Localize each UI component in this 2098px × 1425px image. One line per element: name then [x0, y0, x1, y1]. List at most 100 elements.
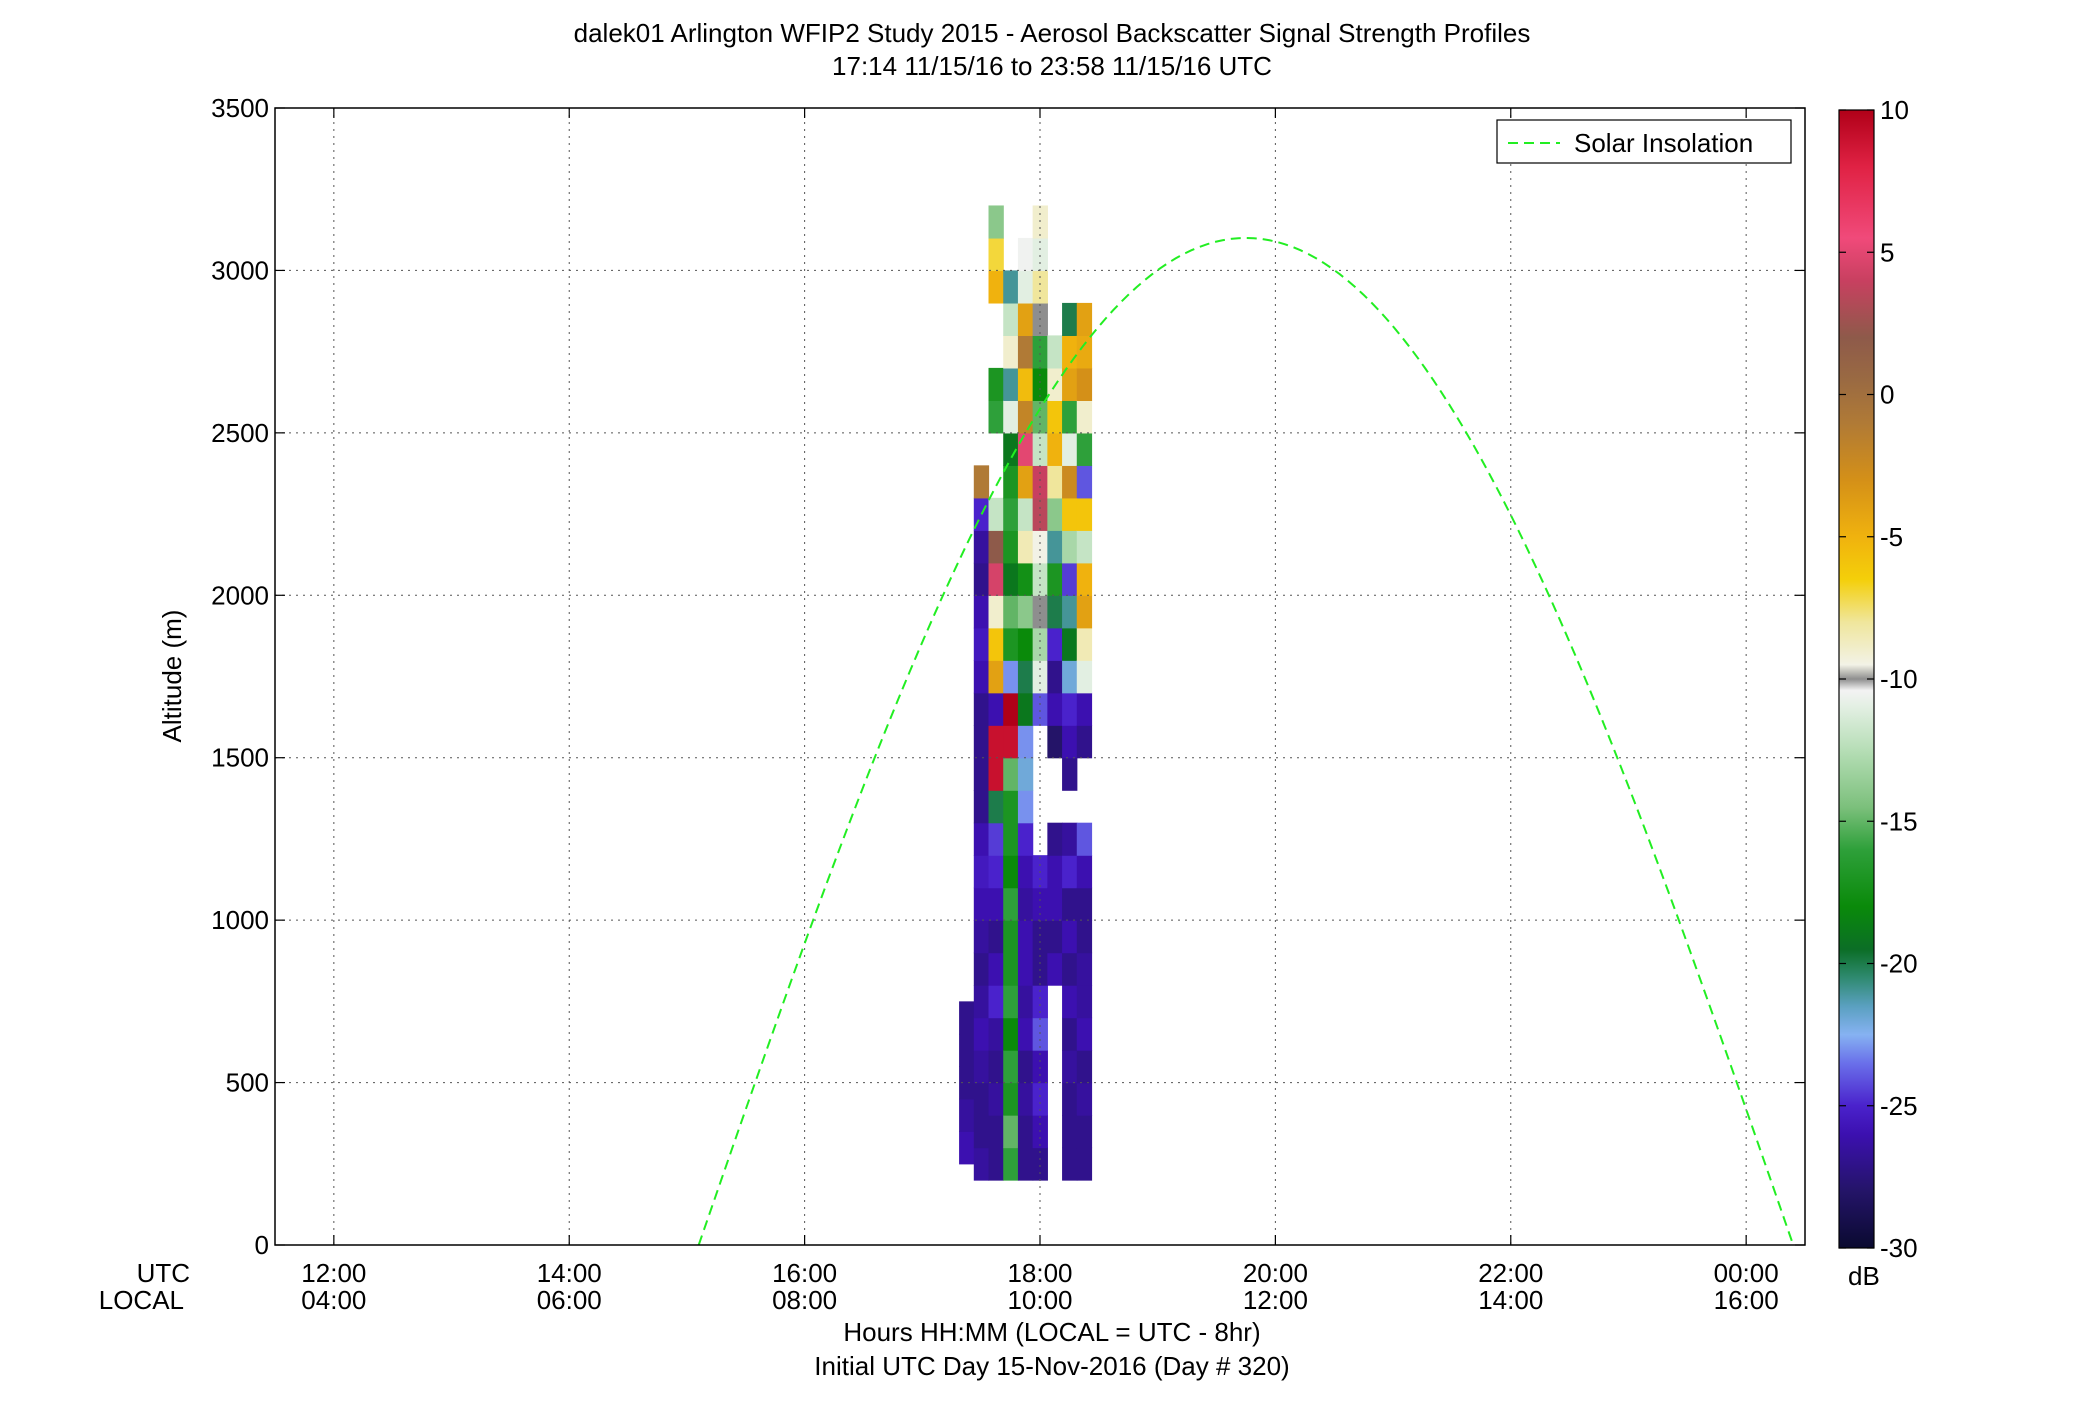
- y-axis: 0 500 1000 1500 2000 2500 3000 3500 Altitude (m…: [157, 93, 269, 1260]
- heatmap-cell: [988, 855, 1004, 889]
- heatmap-cell: [1062, 692, 1078, 726]
- heatmap-cell: [1017, 725, 1034, 759]
- heatmap-cell: [1003, 855, 1019, 889]
- heatmap-cell: [1076, 1115, 1093, 1149]
- heatmap-cell: [973, 757, 990, 791]
- heatmap-cell: [973, 790, 990, 824]
- y-tick-label: 2500: [211, 418, 269, 448]
- heatmap-cell: [1076, 855, 1093, 889]
- x-tick-label-local: 12:00: [1243, 1285, 1308, 1315]
- heatmap-cell: [1076, 660, 1093, 694]
- heatmap-cell: [1076, 1082, 1093, 1116]
- heatmap-cell: [973, 855, 990, 889]
- y-tick-label: 3500: [211, 93, 269, 123]
- heatmap-cell: [973, 627, 990, 661]
- chart-title-line2: 17:14 11/15/16 to 23:58 11/15/16 UTC: [832, 51, 1272, 81]
- heatmap-cell: [1003, 595, 1019, 629]
- heatmap-cell: [1032, 530, 1048, 564]
- heatmap-cell: [1076, 952, 1093, 986]
- heatmap-cell: [1062, 985, 1078, 1019]
- heatmap-cell: [1047, 562, 1063, 596]
- heatmap-cell: [1032, 335, 1048, 369]
- heatmap-cell: [1062, 302, 1078, 336]
- heatmap-cell: [1047, 432, 1063, 466]
- heatmap-cell: [1003, 335, 1019, 369]
- heatmap-cell: [973, 920, 990, 954]
- heatmap-cell: [973, 1115, 990, 1149]
- heatmap-cell: [1076, 400, 1093, 434]
- heatmap-cell: [973, 1050, 990, 1084]
- heatmap-cell: [1062, 725, 1078, 759]
- heatmap-cell: [1017, 822, 1034, 856]
- heatmap-cell: [1076, 822, 1093, 856]
- heatmap-cell: [1017, 465, 1034, 499]
- y-tick-labels: 0 500 1000 1500 2000 2500 3000 3500: [211, 93, 269, 1260]
- heatmap-cell: [1047, 400, 1063, 434]
- heatmap-cell: [973, 465, 990, 499]
- heatmap-cell: [988, 692, 1004, 726]
- x-tick-label-utc: 22:00: [1478, 1258, 1543, 1288]
- heatmap-cell: [1047, 627, 1063, 661]
- heatmap-cell: [959, 1001, 975, 1035]
- x-tick-label-local: 04:00: [301, 1285, 366, 1315]
- heatmap-cell: [1017, 335, 1034, 369]
- heatmap-cell: [1047, 660, 1063, 694]
- heatmap-cell: [1047, 692, 1063, 726]
- heatmap-cell: [1062, 822, 1078, 856]
- x-axis: UTC LOCAL 12:0004:0014:0006:0016:0008:00…: [99, 1258, 1779, 1381]
- heatmap-cell: [988, 822, 1004, 856]
- heatmap-cell: [1032, 627, 1048, 661]
- heatmap-cell: [1076, 887, 1093, 921]
- heatmap-cell: [1062, 920, 1078, 954]
- heatmap-cell: [1062, 1115, 1078, 1149]
- heatmap-cell: [988, 562, 1004, 596]
- x-tick-label-local: 06:00: [537, 1285, 602, 1315]
- heatmap-cell: [1003, 660, 1019, 694]
- heatmap-cell: [959, 1033, 975, 1067]
- heatmap-cell: [1017, 920, 1034, 954]
- heatmap-cell: [1003, 432, 1019, 466]
- heatmap-cell: [1017, 302, 1034, 336]
- legend: Solar Insolation: [1496, 119, 1792, 164]
- heatmap-cell: [1032, 270, 1048, 304]
- x-tick-label-utc: 14:00: [537, 1258, 602, 1288]
- heatmap-cell: [988, 270, 1004, 304]
- x-row-label-local: LOCAL: [99, 1285, 184, 1315]
- heatmap-cell: [973, 952, 990, 986]
- colorbar-tick-label: 10: [1880, 95, 1909, 125]
- heatmap-cell: [1062, 562, 1078, 596]
- heatmap-cell: [1017, 1050, 1034, 1084]
- colorbar-tick-label: -30: [1880, 1233, 1918, 1263]
- y-tick-label: 0: [255, 1230, 269, 1260]
- y-tick-label: 1000: [211, 905, 269, 935]
- heatmap-cell: [973, 1147, 990, 1181]
- heatmap-cell: [1003, 887, 1019, 921]
- heatmap-cell: [1032, 1147, 1048, 1181]
- heatmap-cell: [973, 1017, 990, 1051]
- heatmap-cell: [1003, 1050, 1019, 1084]
- colorbar: 10 5 0 -5 -10 -15 -20 -25 -30 dB: [1838, 95, 1918, 1291]
- heatmap-cell: [1003, 952, 1019, 986]
- heatmap-cell: [1062, 952, 1078, 986]
- heatmap-cell: [988, 985, 1004, 1019]
- heatmap-cell: [1062, 432, 1078, 466]
- heatmap-cell: [1047, 920, 1063, 954]
- heatmap-cell: [973, 595, 990, 629]
- heatmap-cell: [959, 1098, 975, 1132]
- x-tick-label-local: 16:00: [1714, 1285, 1779, 1315]
- heatmap-cell: [1017, 432, 1034, 466]
- heatmap-cell: [1032, 692, 1048, 726]
- heatmap-cell: [1062, 530, 1078, 564]
- heatmap-cell: [1047, 335, 1063, 369]
- heatmap-cell: [1003, 1115, 1019, 1149]
- chart-title-line1: dalek01 Arlington WFIP2 Study 2015 - Aer…: [574, 18, 1531, 48]
- heatmap-cell: [1003, 790, 1019, 824]
- heatmap-cell: [973, 660, 990, 694]
- heatmap-cell: [973, 1082, 990, 1116]
- heatmap-cell: [973, 887, 990, 921]
- heatmap-cell: [1047, 887, 1063, 921]
- x-tick-label-utc: 18:00: [1007, 1258, 1072, 1288]
- x-row-label-utc: UTC: [137, 1258, 190, 1288]
- heatmap-cell: [988, 530, 1004, 564]
